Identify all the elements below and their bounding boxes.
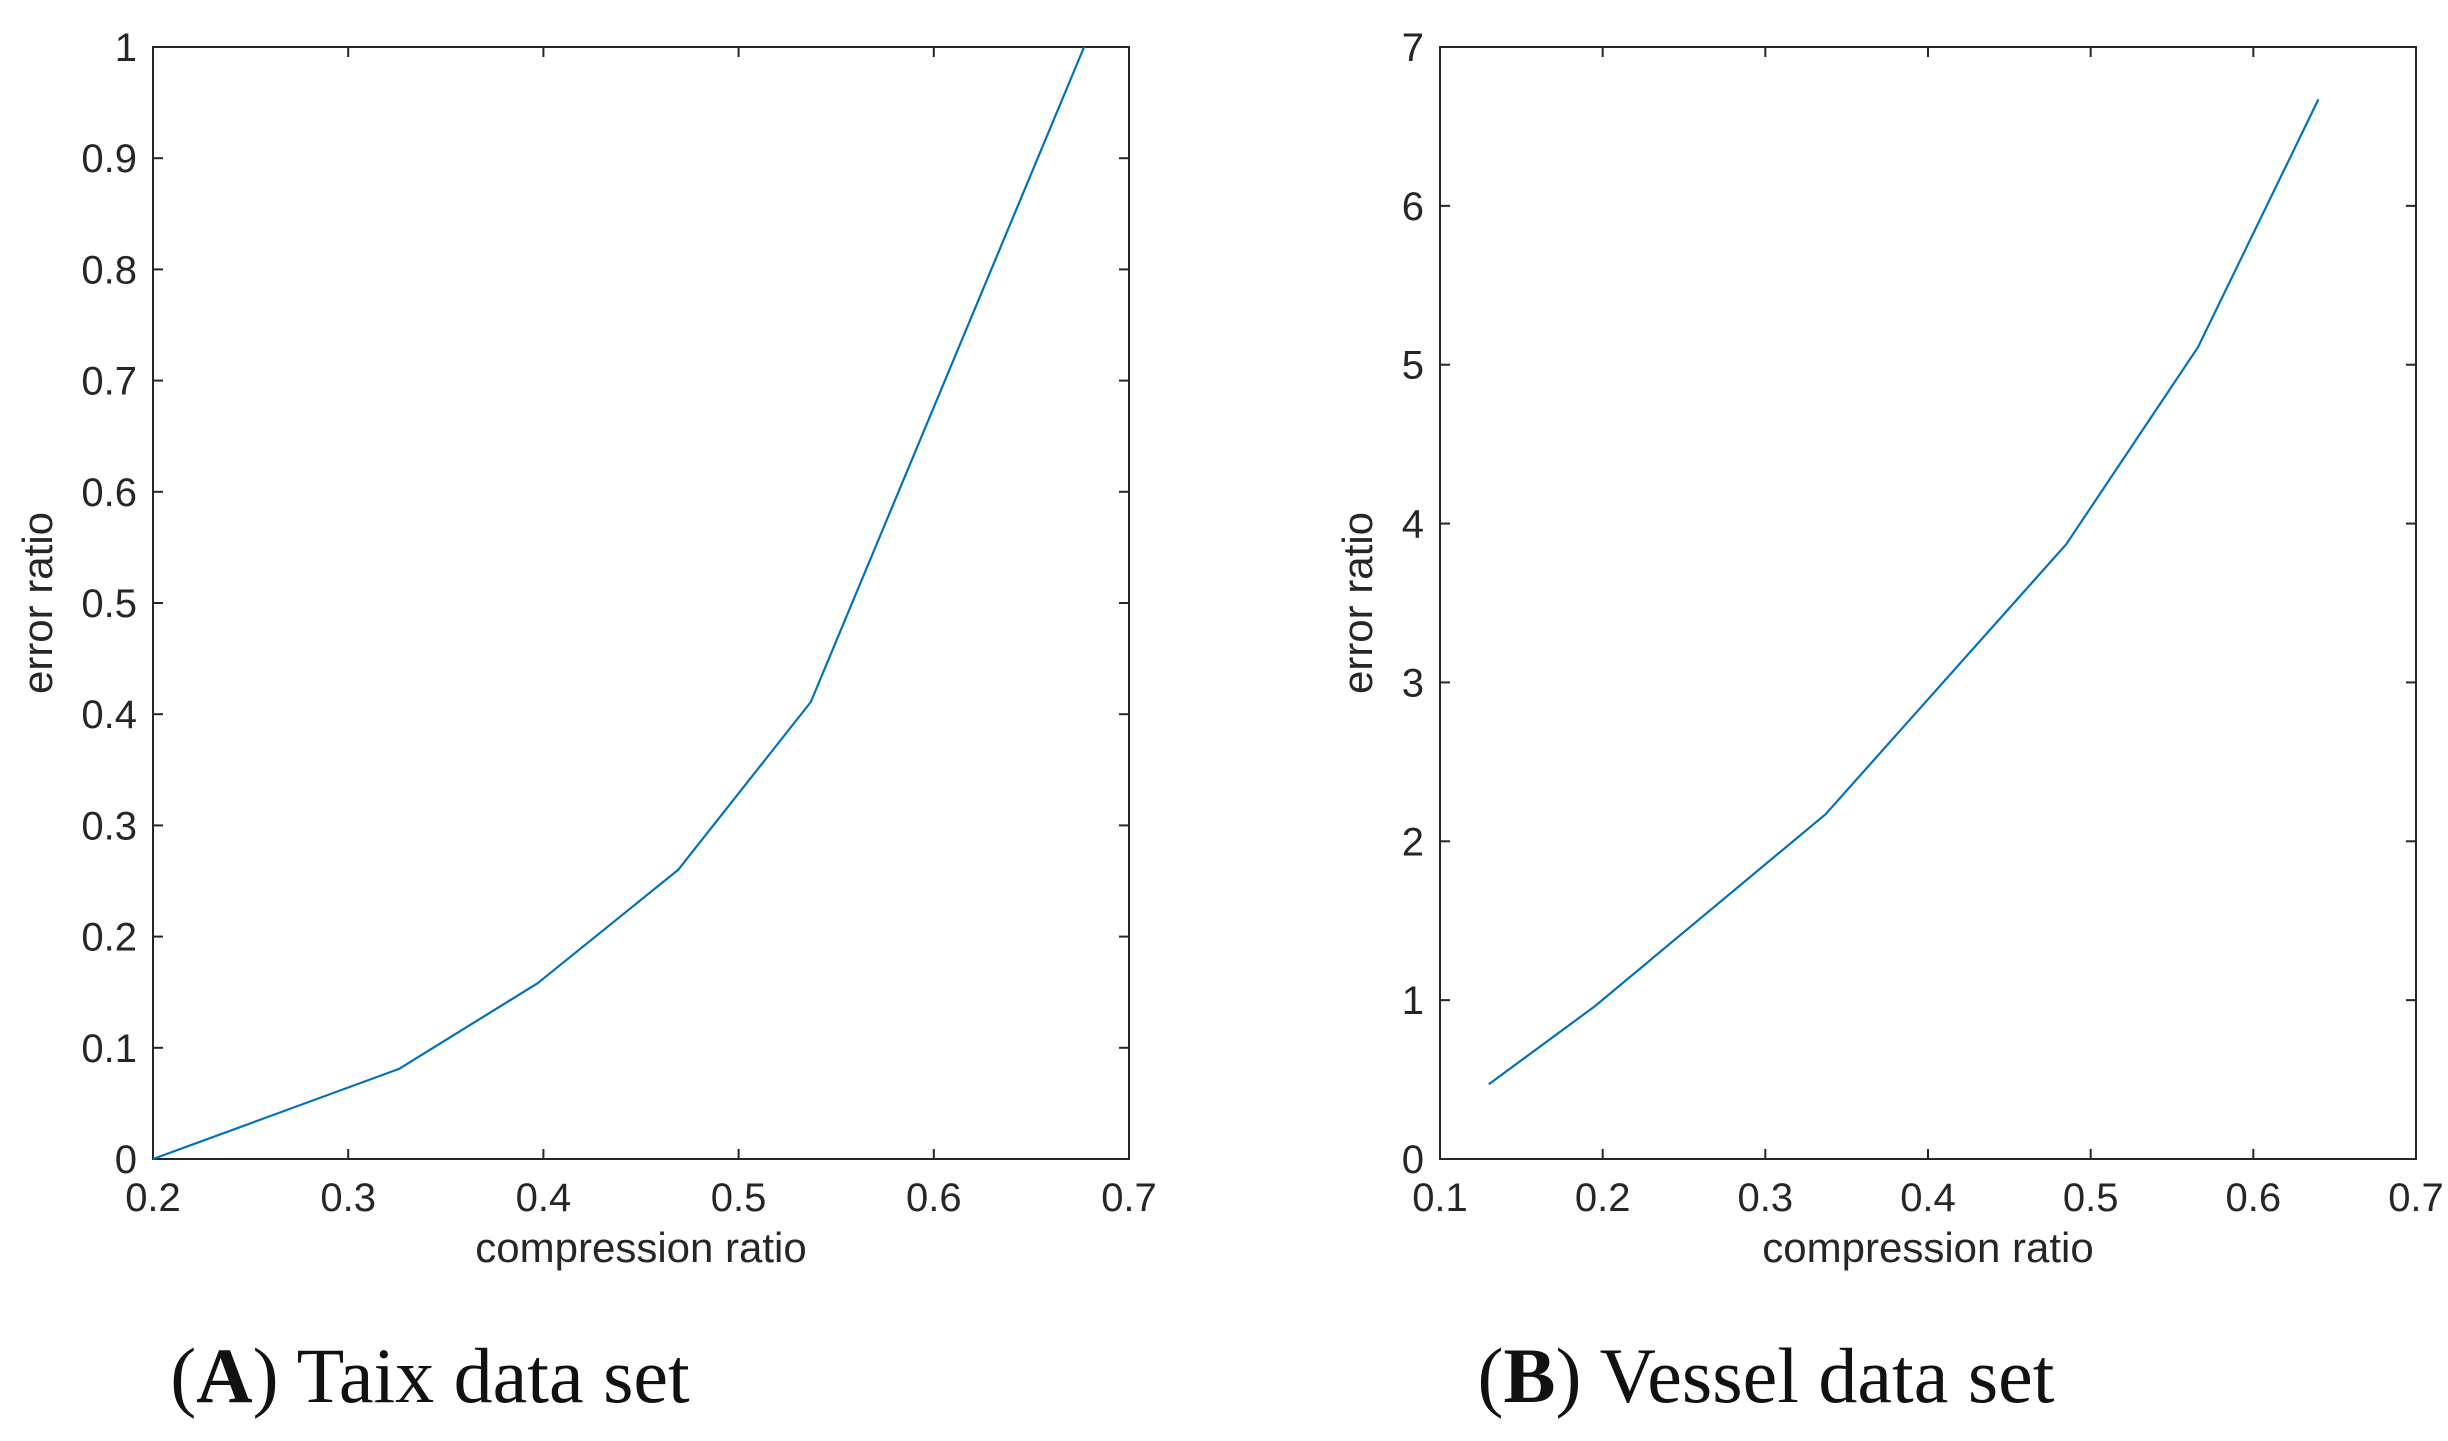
panel-b-y-tick-label: 3 (1402, 661, 1424, 705)
panel-b-y-tick-label: 5 (1402, 344, 1424, 388)
panel-b-y-tick-label: 7 (1402, 26, 1424, 70)
panel-a-series-line (153, 47, 1084, 1159)
panel-b-y-tick-label: 1 (1402, 979, 1424, 1023)
panel-a-axes-box (153, 47, 1129, 1159)
panel-b-x-tick-label: 0.7 (2388, 1176, 2444, 1220)
panel-a-y-axis-title: error ratio (14, 512, 61, 694)
panel-a-y-tick-label: 0.3 (81, 804, 137, 848)
panel-b-series-line (1489, 99, 2319, 1084)
panel-a-x-tick-label: 0.3 (320, 1176, 376, 1220)
panel-a-y-tick-label: 0.5 (81, 582, 137, 626)
panel-b-y-tick-label: 0 (1402, 1138, 1424, 1182)
panel-b-x-axis-title: compression ratio (1762, 1224, 2093, 1271)
panel-b-axes-box (1440, 47, 2416, 1159)
panel-a-y-tick-label: 0.4 (81, 693, 137, 737)
panel-b-x-tick-label: 0.6 (2226, 1176, 2282, 1220)
panel-a-caption: (A) Taix data set (170, 1332, 690, 1419)
panel-b-y-axis-title: error ratio (1334, 512, 1381, 694)
panel-b-y-tick-label: 4 (1402, 503, 1424, 547)
panel-a-x-tick-label: 0.5 (711, 1176, 767, 1220)
panel-a-x-tick-label: 0.6 (906, 1176, 962, 1220)
panel-b-x-tick-label: 0.2 (1575, 1176, 1631, 1220)
panel-b-x-tick-label: 0.4 (1900, 1176, 1956, 1220)
panel-a-y-tick-label: 0.8 (81, 248, 137, 292)
panel-a-y-tick-label: 0.2 (81, 916, 137, 960)
panel-b-y-tick-label: 6 (1402, 185, 1424, 229)
panel-b: (B) Vessel data set 0.1 0.2 0.3 0.4 0.5 0.6 0.… (1334, 26, 2444, 1419)
panel-a-y-tick-label: 0.1 (81, 1027, 137, 1071)
panel-b-y-tick-label: 2 (1402, 820, 1424, 864)
panel-a-x-tick-label: 0.4 (516, 1176, 572, 1220)
panel-a-y-tick-label: 0.6 (81, 471, 137, 515)
panel-b-x-tick-label: 0.1 (1412, 1176, 1468, 1220)
panel-a-y-tick-label: 0 (115, 1138, 137, 1182)
panel-a-x-tick-label: 0.2 (125, 1176, 181, 1220)
panel-a-y-tick-label: 0.9 (81, 137, 137, 181)
panel-a-x-tick-label: 0.7 (1101, 1176, 1157, 1220)
panel-a-x-axis-title: compression ratio (475, 1224, 806, 1271)
panel-b-x-tick-label: 0.3 (1738, 1176, 1794, 1220)
panel-b-x-tick-label: 0.5 (2063, 1176, 2119, 1220)
panel-b-caption: (B) Vessel data set (1478, 1332, 2055, 1419)
panel-a-y-tick-label: 0.7 (81, 360, 137, 404)
panel-a-y-tick-label: 1 (115, 26, 137, 70)
panel-a: (A) Taix data set 0.2 0.3 0.4 0.5 0.6 0.7 0 0.1… (14, 26, 1157, 1419)
